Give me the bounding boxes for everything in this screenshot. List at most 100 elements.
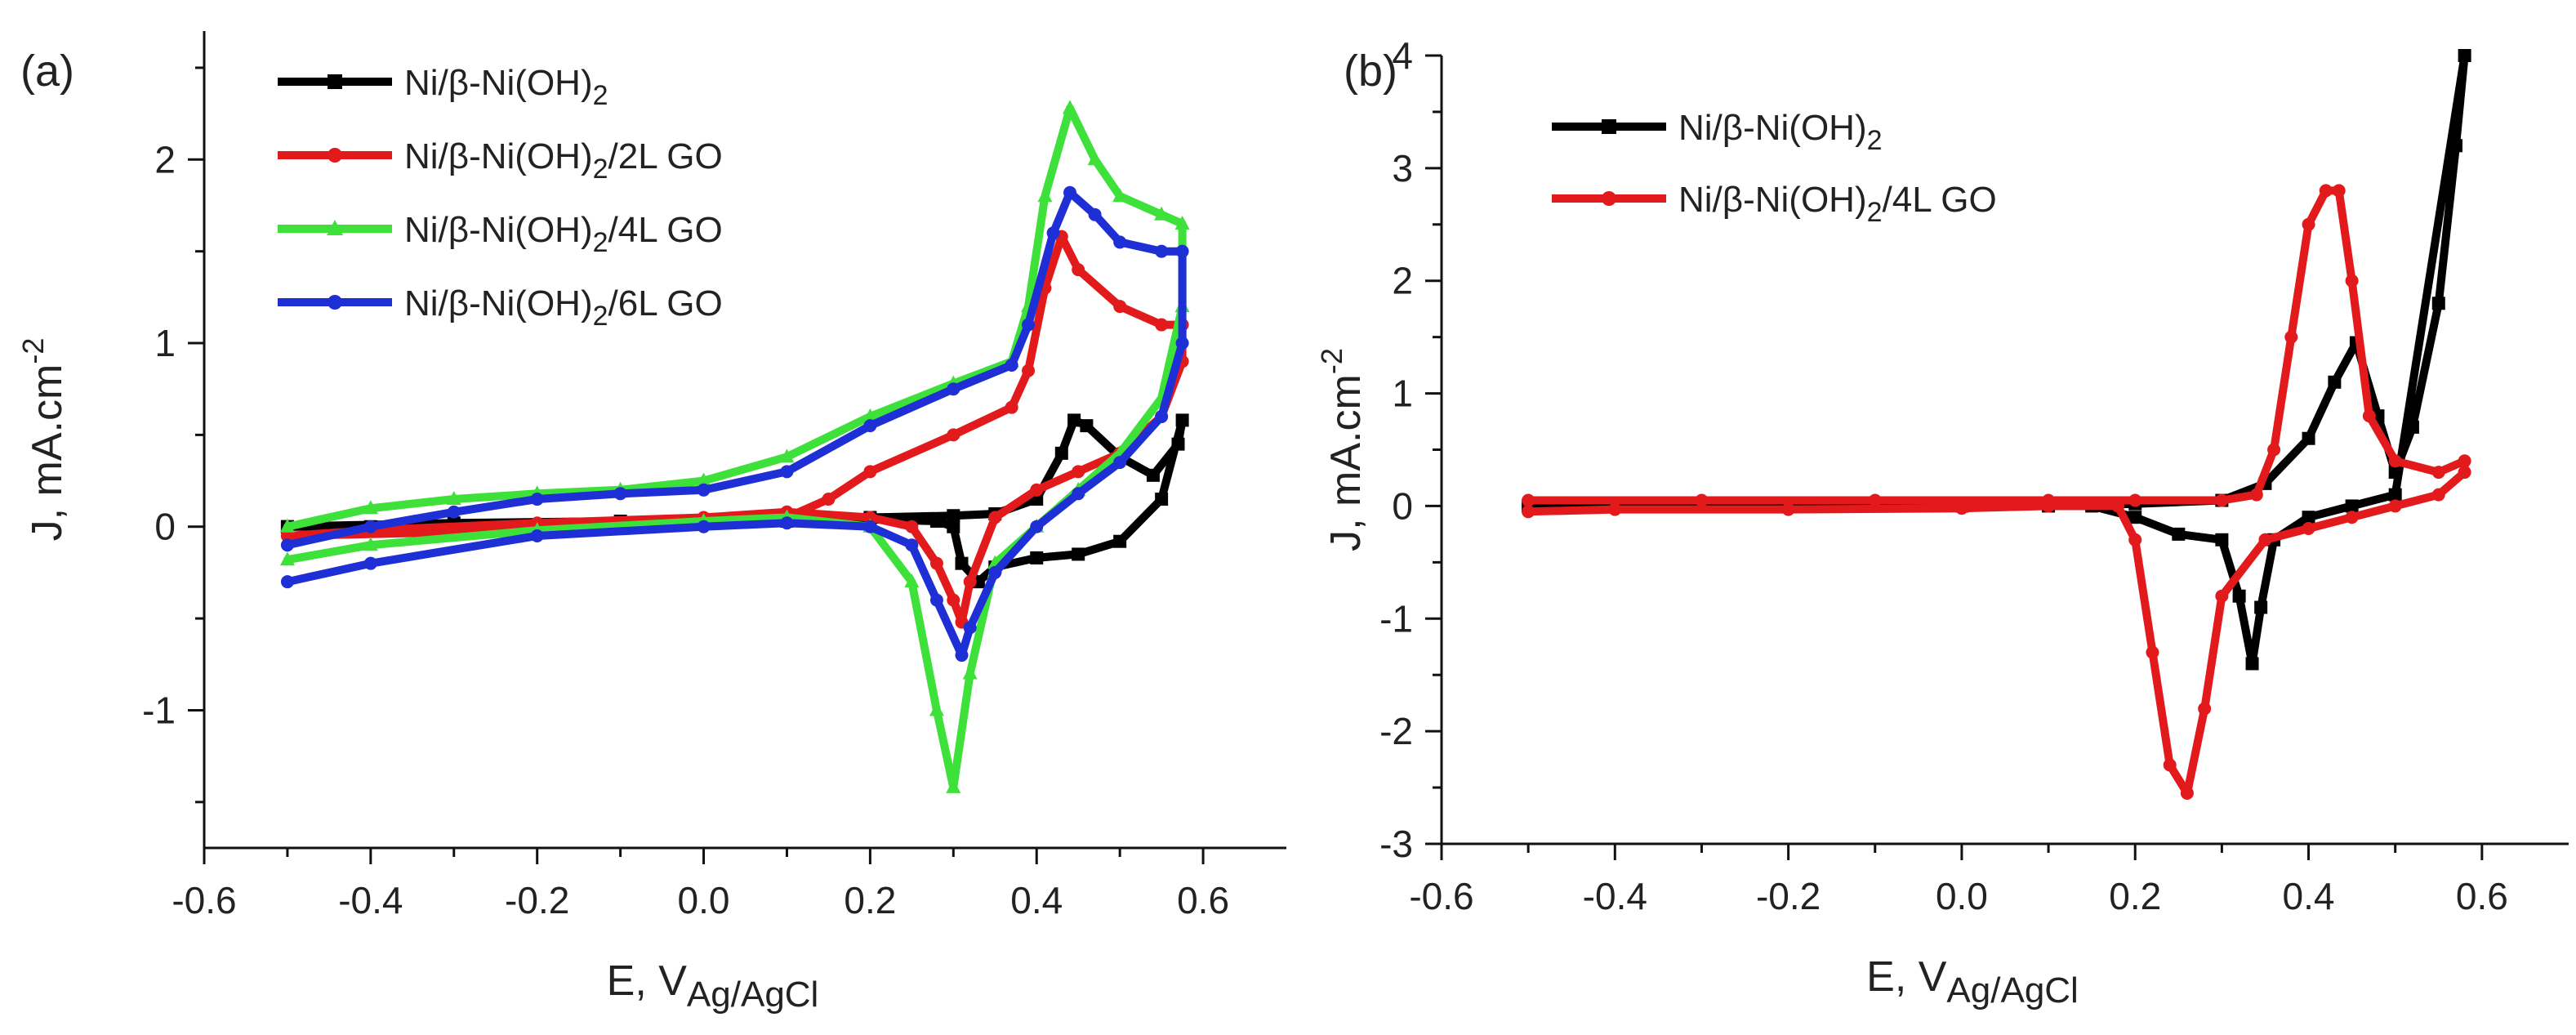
data-point bbox=[862, 408, 878, 422]
data-point bbox=[2405, 420, 2419, 434]
y-tick-label: 3 bbox=[1392, 147, 1413, 190]
data-point bbox=[2332, 184, 2346, 198]
data-point bbox=[697, 520, 711, 533]
series-line bbox=[283, 188, 1187, 659]
data-point bbox=[2284, 330, 2298, 344]
data-point bbox=[2362, 409, 2376, 423]
data-point bbox=[530, 529, 544, 542]
data-point bbox=[2128, 493, 2142, 507]
legend-marker bbox=[328, 295, 342, 310]
x-tick-label: -0.2 bbox=[505, 879, 569, 921]
data-point bbox=[363, 537, 378, 551]
data-point bbox=[1522, 493, 1535, 507]
data-point bbox=[1113, 456, 1127, 470]
data-point bbox=[1175, 337, 1189, 350]
data-point bbox=[905, 520, 919, 533]
data-point bbox=[280, 575, 294, 589]
legend-marker bbox=[1602, 191, 1616, 206]
data-point bbox=[1005, 400, 1018, 414]
panel-b: -0.6 -0.4 -0.2 0.0 0.2 0.4 0.6 -3 -2 -1 0 1 2 3 4 E, VA… bbox=[1315, 34, 2569, 1010]
data-point bbox=[2215, 493, 2229, 507]
data-point bbox=[1175, 244, 1189, 258]
data-point bbox=[2388, 454, 2402, 468]
data-point bbox=[2302, 511, 2315, 524]
data-point bbox=[2458, 49, 2471, 62]
legend-marker bbox=[328, 74, 342, 89]
data-point bbox=[2128, 511, 2142, 524]
x-tick-label: 0.6 bbox=[1177, 879, 1229, 921]
data-point bbox=[2388, 466, 2402, 480]
data-point bbox=[780, 516, 794, 530]
data-point bbox=[1005, 358, 1018, 372]
data-point bbox=[779, 448, 795, 463]
data-point bbox=[2042, 499, 2056, 513]
data-point bbox=[279, 551, 295, 566]
legend-label: Ni/β-Ni(OH)2/4L GO bbox=[404, 210, 723, 258]
data-point bbox=[929, 556, 943, 570]
legend-label: Ni/β-Ni(OH)2 bbox=[404, 63, 608, 111]
data-point bbox=[1522, 505, 1535, 519]
data-point bbox=[988, 511, 1002, 524]
x-tick-label: -0.6 bbox=[172, 879, 236, 921]
data-point bbox=[1072, 547, 1085, 561]
x-axis-title: E, VAg/AgCl bbox=[607, 957, 819, 1015]
data-point bbox=[2163, 758, 2177, 772]
data-point bbox=[1155, 493, 1169, 506]
data-point bbox=[1030, 520, 1044, 533]
data-point bbox=[1063, 185, 1076, 199]
data-point bbox=[2458, 466, 2471, 480]
data-point bbox=[946, 778, 961, 793]
data-point bbox=[1072, 487, 1085, 501]
data-point bbox=[904, 573, 920, 588]
data-point bbox=[696, 472, 711, 487]
data-point bbox=[2172, 527, 2186, 541]
data-point bbox=[1067, 413, 1081, 427]
panel-a: -0.6 -0.4 -0.2 0.0 0.2 0.4 0.6 -1 0 1 2 E, VAg/AgCl… bbox=[16, 31, 1286, 1015]
panel-label: (a) bbox=[20, 47, 74, 96]
data-point bbox=[2198, 702, 2212, 716]
data-point bbox=[947, 520, 960, 533]
data-point bbox=[2258, 533, 2272, 546]
data-point bbox=[863, 520, 877, 533]
data-point bbox=[988, 565, 1002, 579]
data-point bbox=[962, 665, 978, 680]
y-axis-title: J, mA.cm-2 bbox=[16, 338, 71, 542]
data-point bbox=[863, 465, 877, 479]
data-point bbox=[1155, 244, 1169, 258]
legend-label: Ni/β-Ni(OH)2 bbox=[1678, 108, 1883, 156]
data-point bbox=[2458, 454, 2471, 468]
y-axis-title: J, mA.cm-2 bbox=[1315, 348, 1370, 551]
data-point bbox=[1037, 188, 1053, 203]
data-point bbox=[2345, 499, 2359, 513]
series-Ni/β-Ni(OH)2/4L GO bbox=[1522, 184, 2471, 800]
y-tick-label: -1 bbox=[142, 689, 176, 731]
data-point bbox=[1608, 502, 1622, 516]
data-point bbox=[2128, 533, 2142, 546]
data-point bbox=[1072, 465, 1085, 479]
data-point bbox=[955, 556, 969, 570]
data-point bbox=[947, 382, 960, 396]
data-point bbox=[929, 515, 943, 528]
data-point bbox=[363, 500, 378, 515]
data-point bbox=[1174, 215, 1190, 230]
data-point bbox=[2431, 488, 2445, 502]
data-point bbox=[1155, 409, 1169, 423]
x-tick-label: 0.4 bbox=[1010, 879, 1063, 921]
y-tick-label: 1 bbox=[1392, 373, 1413, 415]
data-point bbox=[780, 465, 794, 479]
data-point bbox=[697, 483, 711, 497]
series-Ni/β-Ni(OH)2/4L GO bbox=[279, 100, 1190, 793]
y-tick-label: 0 bbox=[1392, 484, 1413, 527]
data-point bbox=[2111, 499, 2124, 513]
data-point bbox=[530, 493, 544, 506]
x-tick-label: 0.2 bbox=[2109, 875, 2161, 917]
data-point bbox=[1154, 206, 1170, 221]
data-point bbox=[929, 593, 943, 607]
data-point bbox=[446, 491, 461, 506]
data-point bbox=[1022, 318, 1036, 332]
data-point bbox=[2302, 217, 2315, 231]
data-point bbox=[2267, 443, 2281, 457]
legend-marker bbox=[327, 220, 343, 235]
data-point bbox=[1022, 364, 1036, 377]
data-point bbox=[2328, 375, 2342, 389]
